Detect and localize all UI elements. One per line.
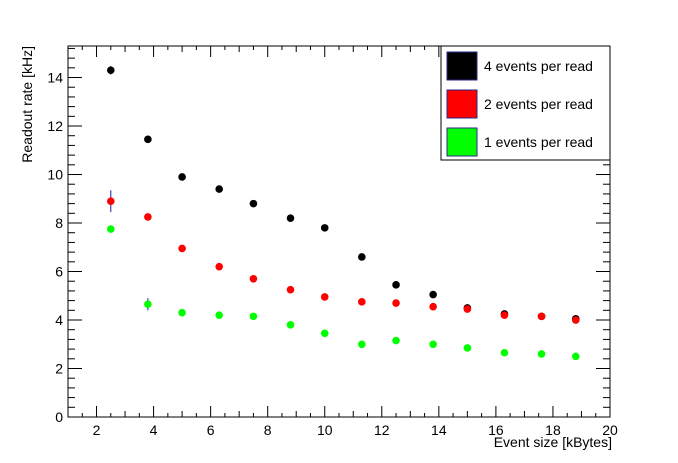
- legend-label: 4 events per read: [484, 58, 593, 74]
- data-point: [144, 300, 152, 309]
- legend-swatch: [446, 51, 478, 81]
- legend-label: 1 events per read: [484, 134, 593, 150]
- data-point: [249, 199, 258, 208]
- y-tick-label: 10: [47, 167, 63, 183]
- data-point: [144, 135, 152, 144]
- series-3: [106, 225, 580, 361]
- legend-swatch: [446, 89, 478, 119]
- legend: 4 events per read 2 events per read 1 even…: [440, 45, 611, 161]
- data-point: [463, 305, 472, 313]
- y-axis-title: Readout rate [kHz]: [19, 46, 35, 163]
- x-tick-label: 4: [150, 422, 158, 438]
- data-point: [392, 336, 400, 345]
- data-point: [178, 308, 186, 317]
- x-tick-label: 8: [264, 422, 272, 438]
- x-tick-label: 2: [93, 422, 101, 438]
- data-point: [144, 213, 152, 221]
- data-point: [215, 262, 223, 271]
- data-point: [286, 285, 295, 294]
- data-point: [358, 298, 366, 306]
- data-point: [537, 350, 546, 358]
- legend-swatch: [446, 127, 478, 157]
- data-point: [392, 281, 400, 289]
- data-point: [392, 299, 400, 307]
- x-axis-title: Event size [kBytes]: [494, 434, 612, 450]
- data-point: [320, 224, 329, 232]
- y-tick-label: 12: [47, 118, 63, 134]
- data-point: [249, 274, 258, 283]
- data-point: [463, 344, 472, 352]
- y-tick-label: 6: [55, 264, 63, 280]
- x-tick-label: 16: [488, 422, 504, 438]
- x-tick-label: 14: [431, 422, 447, 438]
- data-point: [500, 348, 509, 357]
- data-points: [106, 65, 580, 361]
- data-point: [178, 173, 186, 181]
- data-point: [571, 316, 580, 324]
- data-point: [178, 244, 186, 253]
- data-point: [358, 340, 366, 349]
- y-tick-label: 0: [55, 409, 63, 425]
- data-point: [286, 321, 295, 329]
- x-tick-label: 6: [207, 422, 215, 438]
- data-point: [429, 302, 437, 311]
- data-point: [286, 214, 295, 222]
- data-point: [320, 329, 329, 338]
- data-point: [106, 225, 115, 233]
- data-point: [429, 290, 437, 299]
- x-tick-label: 18: [545, 422, 561, 438]
- y-tick-label: 8: [55, 215, 63, 231]
- legend-label: 2 events per read: [484, 96, 593, 112]
- data-point: [571, 352, 580, 361]
- y-tick-label: 4: [55, 312, 63, 328]
- data-point: [249, 312, 258, 321]
- data-point: [429, 340, 437, 349]
- data-point: [215, 311, 223, 319]
- y-tick-label: 14: [47, 70, 63, 86]
- x-tick-label: 12: [374, 422, 390, 438]
- data-point: [358, 253, 366, 261]
- data-point: [106, 197, 115, 205]
- data-point: [500, 311, 509, 319]
- x-tick-label: 10: [317, 422, 333, 438]
- series-2: [106, 190, 580, 324]
- data-point: [320, 293, 329, 301]
- y-tick-label: 2: [55, 361, 63, 377]
- x-tick-label: 20: [602, 422, 618, 438]
- data-point: [537, 312, 546, 321]
- data-point: [106, 66, 115, 75]
- data-point: [215, 185, 223, 193]
